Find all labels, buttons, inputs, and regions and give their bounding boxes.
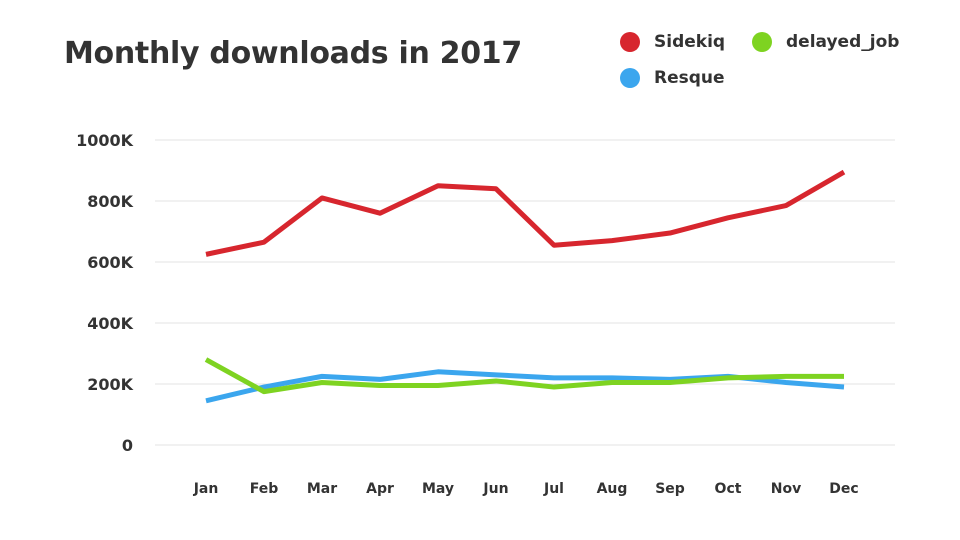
series-line-delayed-job bbox=[204, 357, 844, 395]
x-tick-label: Sep bbox=[655, 481, 685, 497]
y-tick-label: 1000K bbox=[76, 131, 134, 150]
y-tick-label: 0 bbox=[122, 436, 133, 455]
legend-swatch-sidekiq bbox=[620, 32, 640, 52]
legend: Sidekiq Resque delayed_job bbox=[620, 32, 920, 102]
legend-label-resque: Resque bbox=[654, 68, 725, 88]
x-tick-label: Feb bbox=[250, 481, 279, 497]
x-tick-label: Mar bbox=[307, 481, 337, 497]
legend-item-delayed-job: delayed_job bbox=[752, 32, 899, 52]
legend-item-resque: Resque bbox=[620, 68, 725, 88]
legend-swatch-delayed-job bbox=[752, 32, 772, 52]
x-tick-label: Jun bbox=[482, 481, 508, 497]
legend-label-sidekiq: Sidekiq bbox=[654, 32, 726, 52]
x-tick-label: Dec bbox=[829, 481, 858, 497]
x-tick-label: Apr bbox=[366, 481, 394, 497]
y-tick-label: 600K bbox=[87, 253, 133, 272]
legend-item-sidekiq: Sidekiq bbox=[620, 32, 725, 52]
y-tick-label: 800K bbox=[87, 192, 133, 211]
x-tick-label: Nov bbox=[771, 481, 801, 497]
chart-title: Monthly downloads in 2017 bbox=[64, 36, 522, 71]
legend-swatch-resque bbox=[620, 68, 640, 88]
x-tick-label: May bbox=[422, 481, 454, 497]
y-tick-label: 400K bbox=[87, 314, 133, 333]
x-tick-label: Oct bbox=[715, 481, 742, 497]
x-tick-label: Aug bbox=[597, 481, 628, 497]
series-line-sidekiq bbox=[205, 169, 846, 257]
legend-label-delayed-job: delayed_job bbox=[786, 32, 900, 52]
x-tick-label: Jan bbox=[193, 481, 219, 497]
y-tick-label: 200K bbox=[87, 375, 133, 394]
x-tick-label: Jul bbox=[543, 481, 564, 497]
